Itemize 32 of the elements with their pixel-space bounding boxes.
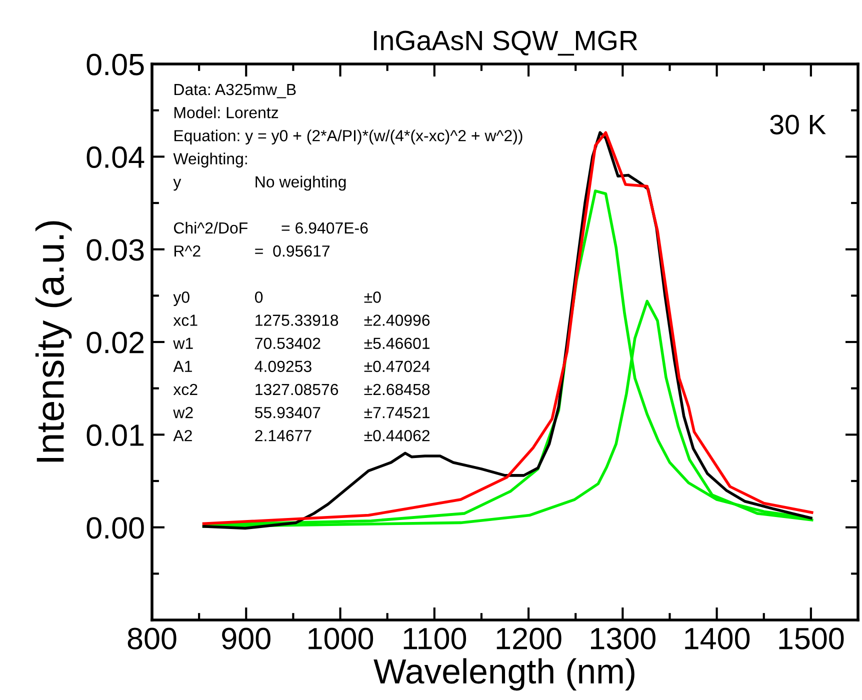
x-tick-label: 900 — [222, 628, 270, 650]
annotation: Equation: y = y0 + (2*A/PI)*(w/(4*(x-xc)^2 + w^2)) — [174, 130, 522, 144]
annotation: 30 K — [770, 114, 826, 134]
text: R^2 = 0.95617 — [174, 245, 330, 257]
x-tick-label: 800 — [128, 628, 176, 650]
chart-title: InGaAsN SQW_MGR — [374, 30, 638, 56]
text: A1 4.09253 ±0.47024 — [173, 360, 430, 372]
y-tick-label: 0.02 — [86, 332, 144, 354]
annotation: Data: A325mw_B — [174, 84, 296, 98]
text: xc2 1327.08576 ±2.68458 — [173, 384, 430, 396]
text: w2 55.93407 ±7.74521 — [173, 406, 430, 418]
text: A2 2.14677 ±0.44062 — [173, 430, 430, 442]
x-axis-title: Wavelength (nm) — [374, 658, 634, 691]
text: y No weighting — [173, 176, 346, 191]
x-tick-label: 1500 — [779, 628, 844, 650]
annotation: Model: Lorentz — [174, 106, 278, 118]
y-tick-label: 0.00 — [86, 517, 144, 539]
y-tick-label: 0.01 — [86, 424, 144, 446]
text: Chi^2/DoF = 6.9407E-6 — [174, 222, 368, 234]
text: y0 0 ±0 — [173, 292, 381, 306]
x-tick-label: 1300 — [591, 628, 656, 650]
text: w1 70.53402 ±5.46601 — [173, 338, 430, 350]
x-tick-label: 1000 — [308, 628, 374, 650]
x-tick-label: 1400 — [685, 628, 750, 650]
x-tick-label: 1200 — [496, 628, 562, 650]
text: xc1 1275.33918 ±2.40996 — [173, 314, 430, 326]
y-tick-label: 0.03 — [86, 239, 144, 261]
x-tick-label: 1100 — [404, 628, 466, 650]
y-tick-label: 0.05 — [86, 54, 144, 76]
y-axis-title: Intensity (a.u.) — [35, 221, 72, 462]
y-tick-label: 0.04 — [86, 146, 144, 168]
annotation: Weighting: — [173, 152, 247, 168]
